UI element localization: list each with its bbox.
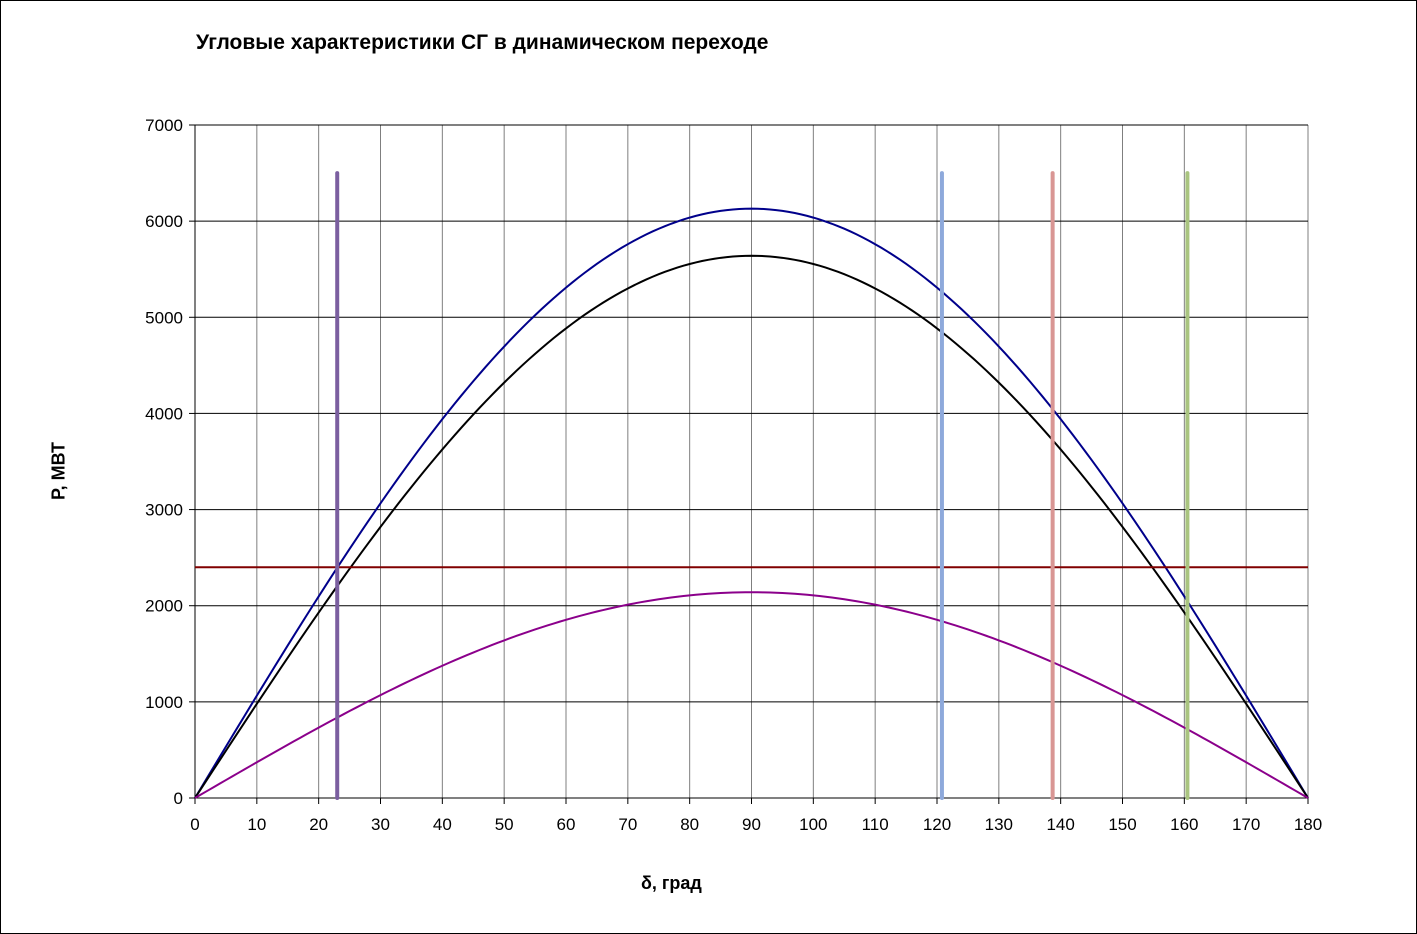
x-tick-label-30: 30 [371, 815, 390, 834]
x-tick-label-60: 60 [557, 815, 576, 834]
chart-title: Угловые характеристики СГ в динамическом… [196, 31, 769, 54]
x-tick-label-180: 180 [1294, 815, 1322, 834]
x-tick-label-110: 110 [862, 815, 889, 834]
y-tick-label-1000: 1000 [145, 693, 183, 712]
series-line-0 [194, 207, 1309, 799]
x-tick-label-150: 150 [1108, 815, 1136, 834]
x-tick-label-160: 160 [1170, 815, 1198, 834]
y-tick-label-6000: 6000 [145, 212, 183, 231]
y-axis-title: P, МВТ [48, 442, 69, 500]
x-tick-label-120: 120 [923, 815, 951, 834]
x-tick-label-100: 100 [799, 815, 827, 834]
x-tick-label-20: 20 [309, 815, 328, 834]
series-line-2 [194, 591, 1309, 799]
x-tick-label-80: 80 [680, 815, 699, 834]
x-tick-label-130: 130 [985, 815, 1013, 834]
series-line-1 [194, 254, 1309, 799]
y-tick-label-3000: 3000 [145, 501, 183, 520]
y-tick-label-5000: 5000 [145, 308, 183, 327]
y-tick-label-7000: 7000 [145, 116, 183, 135]
y-tick-label-0: 0 [174, 789, 183, 808]
x-tick-label-170: 170 [1232, 815, 1260, 834]
y-tick-label-4000: 4000 [145, 404, 183, 423]
x-tick-label-50: 50 [495, 815, 514, 834]
x-axis-title: δ, град [641, 873, 702, 893]
x-tick-label-40: 40 [433, 815, 452, 834]
x-tick-label-90: 90 [742, 815, 761, 834]
x-tick-label-0: 0 [190, 815, 199, 834]
x-tick-label-10: 10 [247, 815, 266, 834]
x-tick-label-140: 140 [1046, 815, 1074, 834]
x-tick-label-70: 70 [618, 815, 637, 834]
y-tick-label-2000: 2000 [145, 597, 183, 616]
